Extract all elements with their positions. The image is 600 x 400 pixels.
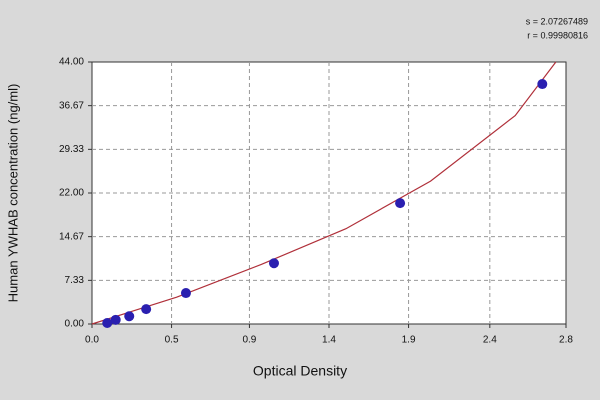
fit-curve bbox=[91, 61, 557, 325]
y-tick-label: 36.67 bbox=[59, 100, 84, 111]
x-tick-label: 2.4 bbox=[483, 335, 497, 346]
x-axis-label: Optical Density bbox=[253, 363, 347, 379]
stat-text: s = 2.07267489 bbox=[526, 16, 588, 26]
y-axis-label: Human YWHAB concentration (ng/ml) bbox=[5, 84, 20, 303]
data-point bbox=[110, 314, 121, 325]
x-tick-label: 2.8 bbox=[559, 335, 573, 346]
y-tick-label: 29.33 bbox=[59, 144, 84, 155]
y-tick-label: 14.67 bbox=[59, 231, 84, 242]
y-tick-label: 22.00 bbox=[59, 188, 84, 199]
data-point bbox=[141, 304, 152, 315]
y-tick-label: 0.00 bbox=[65, 319, 85, 330]
x-tick-label: 0.0 bbox=[85, 335, 99, 346]
data-point bbox=[180, 288, 191, 299]
data-point bbox=[537, 79, 548, 90]
y-tick-label: 44.00 bbox=[59, 57, 84, 68]
data-point bbox=[102, 317, 113, 328]
data-point bbox=[268, 258, 279, 269]
x-tick-label: 0.5 bbox=[165, 335, 179, 346]
data-point bbox=[395, 198, 406, 209]
x-tick-label: 1.9 bbox=[402, 335, 416, 346]
data-point bbox=[124, 311, 135, 322]
stat-text: r = 0.99980816 bbox=[527, 30, 588, 40]
x-tick-label: 0.9 bbox=[242, 335, 256, 346]
y-tick-label: 7.33 bbox=[65, 275, 85, 286]
x-tick-label: 1.4 bbox=[322, 335, 336, 346]
